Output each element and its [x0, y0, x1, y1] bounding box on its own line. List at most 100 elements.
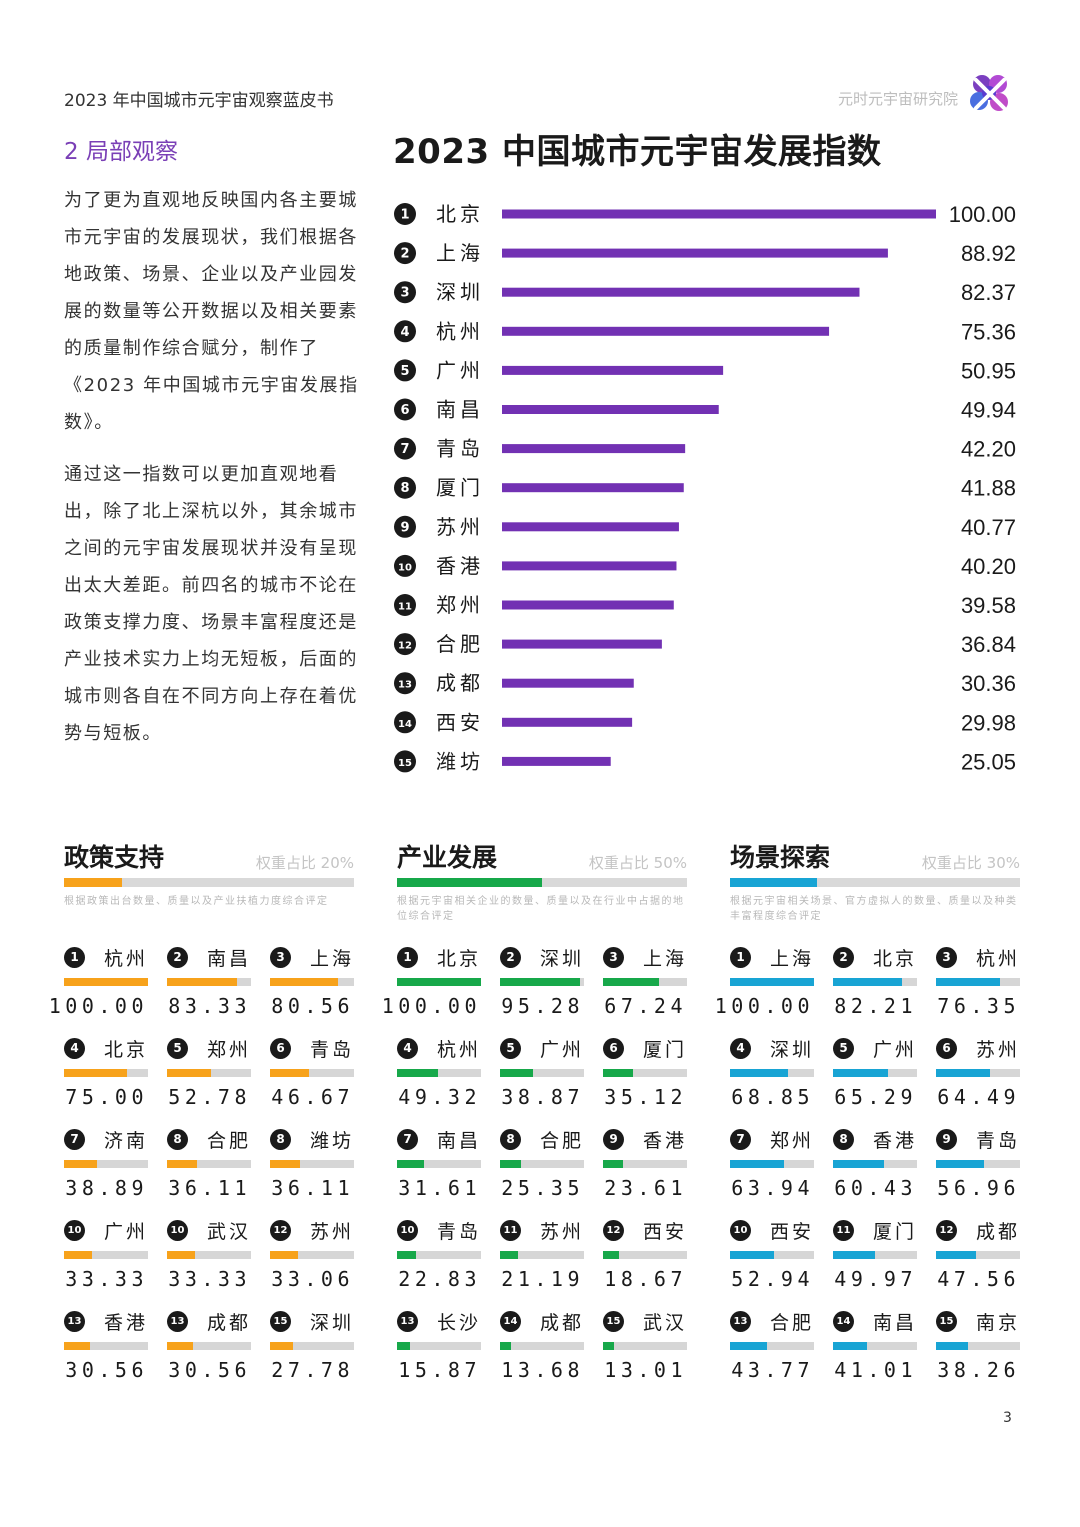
bar: [502, 326, 830, 336]
score-value: 30.56: [168, 1358, 251, 1382]
score-value: 52.78: [168, 1085, 251, 1109]
rank-badge: 10: [397, 1220, 418, 1241]
value-label: 36.84: [961, 632, 1016, 657]
rank-cell: 13 成都 30.56: [167, 1306, 251, 1386]
city-name: 苏州: [309, 1221, 354, 1243]
analysis-paragraph: 通过这一指数可以更加直观地看出，除了北上深杭以外，其余城市之间的元宇宙发展现状并…: [64, 464, 358, 744]
value-label: 40.20: [961, 554, 1016, 579]
bar: [502, 639, 662, 649]
rank-cell: 8 合肥 36.11: [167, 1124, 251, 1204]
score-value: 30.56: [65, 1358, 148, 1382]
score-value: 22.83: [398, 1267, 481, 1291]
score-bar-fill: [936, 1251, 976, 1259]
score-bar-track: [167, 1342, 251, 1350]
value-label: 42.20: [961, 437, 1016, 462]
city-name: 青岛: [436, 1221, 481, 1243]
category-label: 郑州: [436, 593, 484, 617]
rank-badge: 13: [397, 1311, 418, 1332]
score-value: 75.00: [65, 1085, 148, 1109]
score-bar-fill: [936, 1342, 969, 1350]
bar: [502, 717, 633, 727]
city-name: 合肥: [539, 1130, 584, 1152]
rank-cell: 8 香港 60.43: [833, 1124, 917, 1204]
weight-bar-fill: [64, 878, 122, 887]
rank-badge: 4: [397, 1038, 418, 1059]
score-bar-fill: [500, 1069, 533, 1077]
score-bar-fill: [833, 1069, 888, 1077]
bar: [502, 209, 936, 219]
category-label: 苏州: [436, 515, 484, 539]
city-name: 北京: [436, 948, 481, 970]
score-bar-fill: [270, 978, 338, 986]
rank-badge: 4: [64, 1038, 85, 1059]
score-bar-fill: [603, 1251, 619, 1259]
score-bar-fill: [833, 1251, 875, 1259]
rank-cell: 12 苏州 33.06: [270, 1215, 354, 1295]
category-label: 深圳: [436, 280, 484, 304]
bar: [502, 287, 860, 297]
score-value: 49.32: [398, 1085, 481, 1109]
rank-badge: 6: [936, 1038, 957, 1059]
score-bar-track: [270, 978, 354, 986]
score-value: 36.11: [271, 1176, 354, 1200]
bar: [502, 678, 634, 688]
score-bar-track: [603, 1342, 687, 1350]
rank-cell: 13 香港 30.56: [64, 1306, 148, 1386]
score-bar-fill: [270, 1342, 294, 1350]
score-value: 35.12: [604, 1085, 687, 1109]
city-name: 北京: [872, 948, 917, 970]
score-bar-fill: [167, 1160, 198, 1168]
rank-number: 12: [398, 641, 412, 652]
category-label: 上海: [436, 241, 484, 265]
category-label: 南昌: [436, 398, 484, 422]
rank-badge: 13: [730, 1311, 751, 1332]
score-value: 38.89: [65, 1176, 148, 1200]
value-label: 50.95: [961, 358, 1016, 383]
city-name: 苏州: [975, 1039, 1020, 1061]
bar: [502, 365, 724, 375]
city-name: 杭州: [436, 1039, 481, 1061]
city-name: 潍坊: [309, 1130, 354, 1152]
value-label: 25.05: [961, 749, 1016, 774]
rank-cell: 10 武汉 33.33: [167, 1215, 251, 1295]
score-bar-track: [936, 1342, 1020, 1350]
score-value: 41.01: [834, 1358, 917, 1382]
card-title: 场景探索: [730, 843, 831, 872]
city-name: 香港: [872, 1130, 917, 1152]
score-bar-track: [603, 1251, 687, 1259]
rank-cell: 6 厦门 35.12: [603, 1033, 687, 1113]
score-value: 64.49: [937, 1085, 1020, 1109]
score-bar-fill: [833, 978, 903, 986]
score-bar-fill: [397, 978, 481, 986]
rank-badge: [394, 242, 416, 265]
city-name: 南昌: [436, 1130, 481, 1152]
score-bar-track: [603, 1069, 687, 1077]
rank-number: 7: [400, 442, 409, 457]
rank-badge: [394, 711, 416, 734]
score-value: 23.61: [604, 1176, 687, 1200]
rank-badge: [394, 203, 416, 225]
score-bar-fill: [500, 1251, 518, 1259]
rank-number: 5: [400, 364, 409, 379]
category-label: 广州: [436, 358, 484, 382]
rank-cell: 10 广州 33.33: [64, 1215, 148, 1295]
score-bar-fill: [64, 1069, 127, 1077]
score-bar-track: [397, 978, 481, 986]
value-label: 40.77: [961, 515, 1016, 540]
rank-cell: 11 厦门 49.97: [833, 1215, 917, 1295]
score-bar-track: [833, 1160, 917, 1168]
rank-badge: 10: [730, 1220, 751, 1241]
score-bar-track: [167, 978, 251, 986]
rank-number: 2: [400, 247, 409, 262]
score-value: 100.00: [48, 994, 148, 1018]
rank-cell: 5 郑州 52.78: [167, 1033, 251, 1113]
score-bar-fill: [833, 1160, 884, 1168]
rank-number: 6: [400, 403, 409, 418]
rank-badge: 3: [603, 947, 624, 968]
bar: [502, 405, 719, 414]
score-bar-track: [936, 978, 1020, 986]
category-label: 杭州: [436, 319, 484, 343]
rank-badge: 15: [270, 1311, 291, 1332]
city-name: 郑州: [769, 1130, 814, 1152]
rank-badge: [394, 476, 416, 499]
